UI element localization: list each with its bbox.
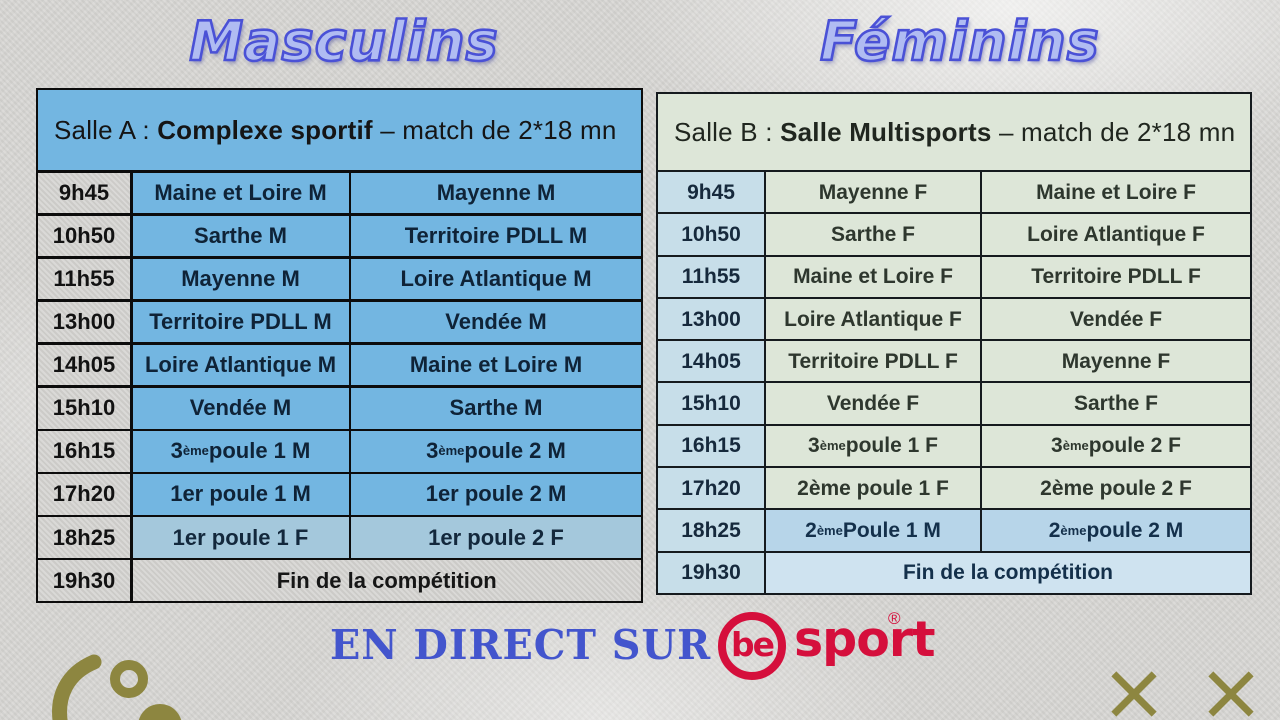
footer-cell: Fin de la compétition <box>132 560 641 601</box>
match-cell-home: Mayenne M <box>132 258 349 300</box>
match-cell-home: 3 ème poule 1 F <box>766 425 980 467</box>
logo-ball-shape <box>138 704 182 720</box>
table-a-room-label: Salle A : <box>54 114 158 145</box>
time-cell: 15h10 <box>658 383 764 424</box>
time-cell: 19h30 <box>38 560 130 601</box>
live-broadcast-label: EN DIRECT SUR <box>330 621 712 669</box>
besport-be-text: be <box>730 625 775 664</box>
time-cell: 11h55 <box>658 256 764 297</box>
registered-trademark-icon: ® <box>888 609 901 628</box>
table-b-details-label: – match de 2*18 mn <box>991 116 1236 147</box>
title-feminins: Féminins <box>819 9 1100 75</box>
time-cell: 18h25 <box>38 517 130 558</box>
besport-sport-text: sport <box>794 611 935 668</box>
match-cell-home: Territoire PDLL F <box>766 341 980 382</box>
time-cell: 10h50 <box>38 215 130 257</box>
match-cell-away: Sarthe F <box>982 383 1250 424</box>
time-cell: 10h50 <box>658 214 764 255</box>
match-cell-home: Sarthe F <box>766 214 980 255</box>
table-b-header: Salle B : Salle Multisports – match de 2… <box>658 94 1250 170</box>
x-mark-icon <box>1112 672 1156 716</box>
time-cell: 13h00 <box>38 301 130 343</box>
match-cell-home: 1er poule 1 M <box>132 474 349 515</box>
match-cell-home: Territoire PDLL M <box>132 301 349 343</box>
match-cell-home: Mayenne F <box>766 172 980 213</box>
match-cell-away: Mayenne M <box>351 172 641 214</box>
match-cell-home: 3 ème poule 1 M <box>132 431 349 472</box>
table-a-header: Salle A : Complexe sportif – match de 2*… <box>38 90 641 170</box>
match-cell-home: 2 ème Poule 1 M <box>766 510 980 551</box>
time-cell: 11h55 <box>38 258 130 300</box>
time-cell: 13h00 <box>658 298 764 340</box>
match-cell-home: Vendée F <box>766 383 980 424</box>
match-cell-home: Maine et Loire M <box>132 172 349 214</box>
match-cell-away: Vendée M <box>351 301 641 343</box>
logo-ring-shape <box>110 660 148 698</box>
match-cell-away: Territoire PDLL M <box>351 215 641 257</box>
time-cell: 17h20 <box>658 468 764 509</box>
table-b-venue-label: Salle Multisports <box>780 116 992 147</box>
match-cell-away: Territoire PDLL F <box>982 256 1250 297</box>
match-cell-away: Mayenne F <box>982 341 1250 382</box>
time-cell: 14h05 <box>38 344 130 386</box>
match-cell-home: Loire Atlantique F <box>766 298 980 340</box>
partial-league-logo <box>52 654 182 720</box>
match-cell-home: Maine et Loire F <box>766 256 980 297</box>
time-cell: 18h25 <box>658 510 764 551</box>
match-cell-away: Maine et Loire M <box>351 344 641 386</box>
match-cell-away: Loire Atlantique F <box>982 214 1250 255</box>
time-cell: 9h45 <box>658 172 764 213</box>
time-cell: 19h30 <box>658 552 764 593</box>
schedule-table-salle-b: Salle B : Salle Multisports – match de 2… <box>656 92 1252 595</box>
time-cell: 9h45 <box>38 172 130 214</box>
time-cell: 15h10 <box>38 387 130 429</box>
match-cell-home: 1er poule 1 F <box>132 517 349 558</box>
match-cell-away: Sarthe M <box>351 387 641 429</box>
table-b-room-label: Salle B : <box>674 116 781 147</box>
match-cell-away: 3 ème poule 2 M <box>351 431 641 472</box>
match-cell-home: Loire Atlantique M <box>132 344 349 386</box>
time-cell: 16h15 <box>38 431 130 472</box>
x-mark-icon <box>1209 672 1253 716</box>
time-cell: 17h20 <box>38 474 130 515</box>
besport-logo: be sport ® <box>716 609 935 689</box>
match-cell-away: 3 ème poule 2 F <box>982 425 1250 467</box>
title-masculins: Masculins <box>188 9 499 75</box>
match-cell-away: 1er poule 2 F <box>351 517 641 558</box>
time-cell: 16h15 <box>658 425 764 467</box>
besport-circle-icon: be <box>718 612 786 680</box>
time-cell: 14h05 <box>658 341 764 382</box>
match-cell-away: 2 ème poule 2 M <box>982 510 1250 551</box>
footer-cell: Fin de la compétition <box>766 552 1250 593</box>
schedule-table-salle-a: Salle A : Complexe sportif – match de 2*… <box>36 88 643 603</box>
match-cell-away: Maine et Loire F <box>982 172 1250 213</box>
table-a-details-label: – match de 2*18 mn <box>372 114 617 145</box>
match-cell-away: 1er poule 2 M <box>351 474 641 515</box>
match-cell-home: 2ème poule 1 F <box>766 468 980 509</box>
logo-swoosh-shape <box>52 654 102 720</box>
match-cell-away: Vendée F <box>982 298 1250 340</box>
table-a-venue-label: Complexe sportif <box>157 114 373 145</box>
match-cell-home: Sarthe M <box>132 215 349 257</box>
match-cell-home: Vendée M <box>132 387 349 429</box>
match-cell-away: 2ème poule 2 F <box>982 468 1250 509</box>
match-cell-away: Loire Atlantique M <box>351 258 641 300</box>
